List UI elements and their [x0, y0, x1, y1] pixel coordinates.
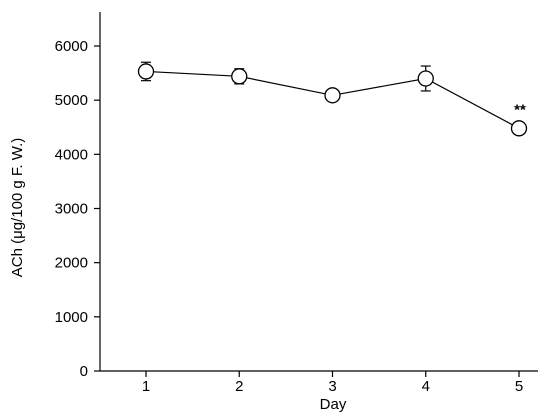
y-tick-label: 5000: [55, 92, 88, 109]
y-axis-ticks: 0 1000 2000 3000 4000 5000 6000: [55, 38, 100, 380]
x-tick-label: 2: [235, 378, 243, 395]
x-tick-label: 4: [422, 378, 430, 395]
y-axis-title: ACh (μg/100 g F. W.): [9, 138, 26, 278]
axes: [99, 12, 538, 372]
x-tick-label: 5: [515, 378, 523, 395]
x-axis-ticks: 1 2 3 4 5: [142, 371, 523, 395]
y-tick-label: 0: [80, 363, 88, 380]
data-point: [510, 120, 528, 137]
y-tick-label: 1000: [55, 309, 88, 326]
x-tick-label: 1: [142, 378, 150, 395]
data-point: [231, 68, 248, 85]
data-point: [324, 87, 341, 104]
y-tick-label: 2000: [55, 255, 88, 272]
significance-annotation: **: [514, 101, 526, 118]
data-point: [137, 63, 155, 80]
y-tick-label: 4000: [55, 146, 88, 163]
y-tick-label: 3000: [55, 201, 88, 218]
x-tick-label: 3: [328, 378, 336, 395]
y-tick-label: 6000: [55, 38, 88, 55]
x-axis-title: Day: [320, 396, 347, 413]
data-point: [417, 70, 434, 87]
plot-area: **: [137, 61, 528, 137]
